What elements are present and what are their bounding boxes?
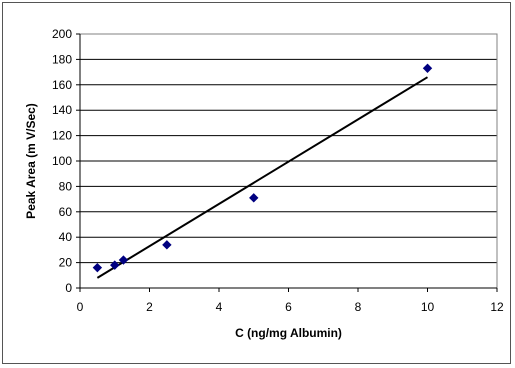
y-tick-label: 60 <box>59 205 73 219</box>
y-tick-label: 200 <box>52 27 72 41</box>
x-tick-label: 6 <box>285 300 292 314</box>
y-tick-label: 120 <box>52 129 72 143</box>
data-point-diamond <box>118 255 129 265</box>
data-point-diamond <box>162 240 172 250</box>
y-tick-label: 20 <box>59 256 73 270</box>
data-points <box>92 63 433 273</box>
data-point-diamond <box>422 63 433 73</box>
x-tick-labels: 0 2 4 6 8 10 12 <box>77 300 504 314</box>
x-tick-label: 4 <box>216 300 223 314</box>
y-tick-label: 80 <box>59 179 73 193</box>
data-point-diamond <box>249 193 259 203</box>
x-tick-label: 2 <box>146 300 153 314</box>
y-tick-label: 160 <box>52 78 72 92</box>
y-tick-label: 100 <box>52 154 72 168</box>
trendline <box>96 76 429 279</box>
y-tick-labels: 0 20 40 60 80 100 120 140 160 180 200 <box>52 27 72 295</box>
x-tick-label: 12 <box>490 300 504 314</box>
axes <box>76 33 498 292</box>
x-tick-label: 10 <box>421 300 435 314</box>
chart-area <box>2 2 511 364</box>
x-tick-label: 8 <box>355 300 362 314</box>
gridlines <box>80 33 497 264</box>
y-axis-title: Peak Area (m V/Sec) <box>24 103 38 219</box>
y-tick-label: 0 <box>65 281 72 295</box>
y-tick-label: 140 <box>52 103 72 117</box>
data-point-diamond <box>92 262 103 273</box>
x-axis-title: C (ng/mg Albumin) <box>235 326 342 340</box>
y-tick-label: 40 <box>59 230 73 244</box>
x-tick-label: 0 <box>77 300 84 314</box>
y-tick-label: 180 <box>52 52 72 66</box>
data-point-diamond <box>110 260 120 270</box>
